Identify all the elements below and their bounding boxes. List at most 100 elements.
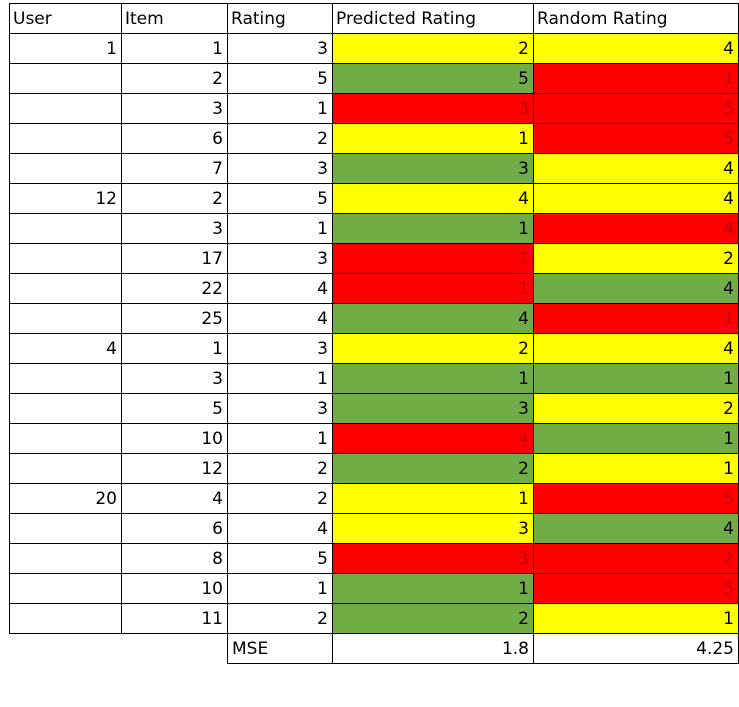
cell-rating[interactable]: 2	[227, 603, 333, 634]
cell-item[interactable]: 6	[121, 513, 228, 544]
cell-random[interactable]: 4	[533, 273, 739, 304]
cell-item[interactable]: 10	[121, 423, 228, 454]
cell-user[interactable]	[9, 123, 122, 154]
cell-user[interactable]	[9, 153, 122, 184]
cell-random[interactable]: 5	[533, 573, 739, 604]
cell-item[interactable]: 17	[121, 243, 228, 274]
cell-user[interactable]	[9, 453, 122, 484]
cell-rating[interactable]: 1	[227, 573, 333, 604]
cell-predicted[interactable]: 1	[332, 123, 534, 154]
cell-user[interactable]	[9, 573, 122, 604]
cell-user[interactable]	[9, 543, 122, 574]
cell-item[interactable]: 2	[121, 183, 228, 214]
cell-rating[interactable]: 5	[227, 543, 333, 574]
cell-random[interactable]: 5	[533, 93, 739, 124]
cell-rating[interactable]: 2	[227, 123, 333, 154]
cell-item[interactable]: 3	[121, 93, 228, 124]
cell-predicted[interactable]: 3	[332, 153, 534, 184]
cell-item[interactable]: 3	[121, 213, 228, 244]
cell-predicted[interactable]: 3	[332, 393, 534, 424]
cell-predicted[interactable]: 3	[332, 513, 534, 544]
cell-predicted[interactable]: 2	[332, 453, 534, 484]
cell-item[interactable]: 6	[121, 123, 228, 154]
cell-rating[interactable]: 3	[227, 153, 333, 184]
cell-rating[interactable]: 5	[227, 183, 333, 214]
cell-user[interactable]	[9, 213, 122, 244]
cell-random[interactable]: 2	[533, 543, 739, 574]
cell-predicted[interactable]: 4	[332, 423, 534, 454]
cell-rating[interactable]: 5	[227, 63, 333, 94]
cell-rating[interactable]: 2	[227, 483, 333, 514]
mse-random[interactable]: 4.25	[533, 633, 739, 664]
cell-rating[interactable]: 3	[227, 333, 333, 364]
header-random-rating[interactable]: Random Rating	[533, 3, 739, 34]
cell-rating[interactable]: 2	[227, 453, 333, 484]
cell-random[interactable]: 4	[533, 213, 739, 244]
cell-item[interactable]: 25	[121, 303, 228, 334]
cell-random[interactable]: 4	[533, 153, 739, 184]
cell-rating[interactable]: 3	[227, 393, 333, 424]
cell-item[interactable]: 8	[121, 543, 228, 574]
cell-user[interactable]: 12	[9, 183, 122, 214]
cell-item[interactable]: 12	[121, 453, 228, 484]
cell-predicted[interactable]: 2	[332, 333, 534, 364]
cell-random[interactable]: 4	[533, 513, 739, 544]
header-rating[interactable]: Rating	[227, 3, 333, 34]
cell-rating[interactable]: 1	[227, 363, 333, 394]
cell-random[interactable]: 5	[533, 123, 739, 154]
cell-item[interactable]: 1	[121, 333, 228, 364]
cell-predicted[interactable]: 4	[332, 303, 534, 334]
cell-rating[interactable]: 1	[227, 93, 333, 124]
cell-random[interactable]: 2	[533, 243, 739, 274]
cell-rating[interactable]: 1	[227, 423, 333, 454]
cell-random[interactable]: 1	[533, 303, 739, 334]
cell-user[interactable]	[9, 393, 122, 424]
cell-random[interactable]: 1	[533, 603, 739, 634]
cell-rating[interactable]: 4	[227, 303, 333, 334]
cell-item[interactable]: 11	[121, 603, 228, 634]
cell-user[interactable]	[9, 513, 122, 544]
cell-item[interactable]: 7	[121, 153, 228, 184]
cell-random[interactable]: 4	[533, 183, 739, 214]
cell-random[interactable]: 5	[533, 483, 739, 514]
cell-random[interactable]: 1	[533, 453, 739, 484]
cell-item[interactable]: 1	[121, 33, 228, 64]
cell-user[interactable]	[9, 303, 122, 334]
cell-predicted[interactable]: 3	[332, 93, 534, 124]
cell-rating[interactable]: 1	[227, 213, 333, 244]
cell-predicted[interactable]: 1	[332, 573, 534, 604]
cell-predicted[interactable]: 5	[332, 63, 534, 94]
cell-random[interactable]: 1	[533, 363, 739, 394]
cell-user[interactable]: 1	[9, 33, 122, 64]
cell-user[interactable]: 20	[9, 483, 122, 514]
cell-rating[interactable]: 4	[227, 513, 333, 544]
cell-user[interactable]	[9, 363, 122, 394]
cell-random[interactable]: 4	[533, 33, 739, 64]
cell-random[interactable]: 1	[533, 63, 739, 94]
cell-rating[interactable]: 3	[227, 243, 333, 274]
cell-item[interactable]: 5	[121, 393, 228, 424]
cell-item[interactable]: 3	[121, 363, 228, 394]
cell-rating[interactable]: 4	[227, 273, 333, 304]
cell-predicted[interactable]: 1	[332, 213, 534, 244]
cell-predicted[interactable]: 1	[332, 363, 534, 394]
cell-rating[interactable]: 3	[227, 33, 333, 64]
cell-user[interactable]	[9, 603, 122, 634]
cell-item[interactable]: 22	[121, 273, 228, 304]
cell-predicted[interactable]: 3	[332, 543, 534, 574]
cell-random[interactable]: 1	[533, 423, 739, 454]
header-predicted-rating[interactable]: Predicted Rating	[332, 3, 534, 34]
mse-label[interactable]: MSE	[227, 633, 333, 664]
cell-random[interactable]: 2	[533, 393, 739, 424]
cell-item[interactable]: 4	[121, 483, 228, 514]
cell-predicted[interactable]: 2	[332, 33, 534, 64]
cell-user[interactable]	[9, 423, 122, 454]
cell-item[interactable]: 2	[121, 63, 228, 94]
cell-user[interactable]: 4	[9, 333, 122, 364]
cell-user[interactable]	[9, 273, 122, 304]
cell-user[interactable]	[9, 63, 122, 94]
cell-item[interactable]: 10	[121, 573, 228, 604]
cell-predicted[interactable]: 1	[332, 243, 534, 274]
header-user[interactable]: User	[9, 3, 122, 34]
cell-predicted[interactable]: 1	[332, 483, 534, 514]
